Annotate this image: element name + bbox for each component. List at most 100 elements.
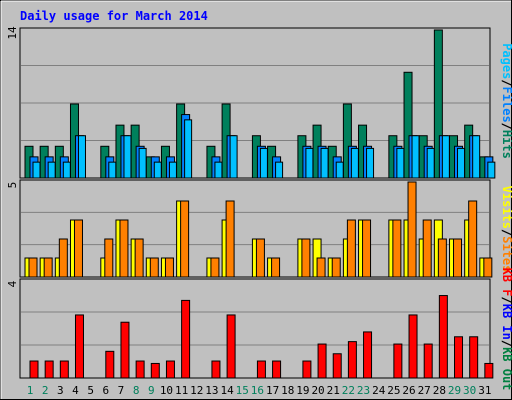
x-tick-label-day-29: 29 bbox=[448, 384, 461, 397]
bar-pages-day-11 bbox=[184, 119, 193, 179]
panel-kbytes-bars bbox=[29, 295, 494, 379]
bar-pages-day-14 bbox=[229, 135, 238, 179]
chart-title: Daily usage for March 2014 bbox=[20, 9, 208, 23]
bar-sites-day-9 bbox=[149, 257, 159, 278]
legend-sep-0: / bbox=[500, 79, 512, 86]
x-tick-label-day-2: 2 bbox=[42, 384, 49, 397]
x-tick-label-day-23: 23 bbox=[357, 384, 370, 397]
bar-sites-day-27 bbox=[422, 219, 432, 278]
bar-pages-day-17 bbox=[275, 161, 284, 179]
bar-kb-f-day-27 bbox=[423, 343, 433, 379]
bar-kb-f-day-9 bbox=[150, 362, 160, 379]
legend-sep-2: / bbox=[500, 229, 512, 236]
panel-visits-bars bbox=[24, 181, 493, 278]
x-tick-label-day-5: 5 bbox=[87, 384, 94, 397]
bar-pages-day-21 bbox=[335, 161, 344, 179]
bar-kb-f-day-23 bbox=[363, 331, 373, 379]
legend-kb-f: KB F bbox=[500, 268, 512, 297]
bar-sites-day-11 bbox=[180, 200, 190, 278]
bar-kb-f-day-25 bbox=[393, 343, 403, 379]
bar-pages-day-29 bbox=[457, 147, 466, 179]
bar-pages-day-23 bbox=[366, 147, 375, 179]
bar-sites-day-2 bbox=[43, 257, 53, 278]
bar-kb-f-day-7 bbox=[120, 321, 130, 379]
panel-visits-sites: 5 Visits/Sites bbox=[6, 179, 512, 278]
legend-kbytes: KB F/KB In/KB Out bbox=[500, 268, 512, 391]
x-tick-label-day-10: 10 bbox=[160, 384, 173, 397]
bar-sites-day-3 bbox=[58, 238, 68, 278]
bar-sites-day-21 bbox=[331, 257, 341, 278]
bar-kb-f-day-21 bbox=[332, 353, 342, 379]
bar-pages-day-28 bbox=[441, 135, 450, 179]
bar-sites-day-17 bbox=[271, 257, 281, 278]
bar-pages-day-2 bbox=[47, 161, 56, 179]
bar-sites-day-10 bbox=[164, 257, 174, 278]
bar-kb-f-day-22 bbox=[347, 341, 357, 379]
bar-kb-f-day-30 bbox=[469, 336, 479, 379]
x-tick-label-day-7: 7 bbox=[118, 384, 125, 397]
panel-kbytes-frame bbox=[19, 278, 491, 379]
bar-sites-day-6 bbox=[104, 238, 114, 278]
legend-sites: Sites bbox=[500, 236, 512, 272]
bar-pages-day-8 bbox=[138, 147, 147, 179]
bar-kb-f-day-10 bbox=[165, 360, 175, 379]
bar-sites-day-22 bbox=[346, 219, 356, 278]
legend-hits: Hits bbox=[500, 130, 512, 159]
x-tick-label-day-31: 31 bbox=[478, 384, 491, 397]
bar-kb-f-day-31 bbox=[484, 362, 494, 379]
bar-sites-day-4 bbox=[73, 219, 83, 278]
panel-hits-bars bbox=[24, 29, 496, 179]
x-tick-label-day-6: 6 bbox=[102, 384, 109, 397]
bar-kb-f-day-3 bbox=[59, 360, 69, 379]
bar-kb-f-day-14 bbox=[226, 314, 236, 379]
legend-visits: Visits bbox=[500, 186, 512, 229]
x-tick-label-day-24: 24 bbox=[372, 384, 386, 397]
bar-kb-f-day-11 bbox=[181, 299, 191, 379]
bar-pages-day-27 bbox=[426, 147, 435, 179]
x-tick-label-day-19: 19 bbox=[296, 384, 309, 397]
panel-hits-files-pages: 14 Pages/Files/Hits bbox=[6, 26, 512, 179]
bar-hits-day-22 bbox=[342, 103, 352, 179]
bar-kb-f-day-16 bbox=[256, 360, 266, 379]
bar-kb-f-day-13 bbox=[211, 360, 221, 379]
bar-kb-f-day-17 bbox=[272, 360, 282, 379]
bar-sites-day-13 bbox=[210, 257, 220, 278]
legend-kb-out: KB Out bbox=[500, 347, 512, 390]
x-tick-label-day-9: 9 bbox=[148, 384, 155, 397]
bar-kb-f-day-6 bbox=[105, 350, 115, 379]
legend-sep-1: / bbox=[500, 123, 512, 130]
bar-pages-day-10 bbox=[168, 161, 177, 179]
bar-kb-f-day-2 bbox=[44, 360, 54, 379]
x-tick-label-day-20: 20 bbox=[311, 384, 324, 397]
x-tick-label-day-17: 17 bbox=[266, 384, 279, 397]
axis-max-hits: 14 bbox=[6, 26, 19, 40]
bar-sites-day-8 bbox=[134, 238, 144, 278]
bar-sites-day-7 bbox=[119, 219, 129, 278]
bar-sites-day-25 bbox=[392, 219, 402, 278]
bar-kb-f-day-4 bbox=[74, 314, 84, 379]
legend-sep-4: / bbox=[500, 340, 512, 347]
bar-kb-f-day-29 bbox=[454, 336, 464, 379]
bar-kb-f-day-26 bbox=[408, 314, 418, 379]
bar-hits-day-28 bbox=[433, 29, 443, 179]
x-tick-label-day-30: 30 bbox=[463, 384, 476, 397]
bar-kb-f-day-28 bbox=[438, 295, 448, 379]
legend-pages: Pages bbox=[500, 43, 512, 79]
x-tick-label-day-26: 26 bbox=[402, 384, 415, 397]
bar-sites-day-14 bbox=[225, 200, 235, 278]
bar-pages-day-6 bbox=[108, 161, 117, 179]
bar-sites-day-20 bbox=[316, 257, 326, 278]
axis-max-visits: 5 bbox=[6, 182, 19, 189]
bar-pages-day-26 bbox=[411, 135, 420, 179]
bar-sites-day-31 bbox=[483, 257, 493, 278]
bar-pages-day-13 bbox=[214, 161, 223, 179]
bar-kb-f-day-20 bbox=[317, 343, 327, 379]
x-tick-label-day-12: 12 bbox=[190, 384, 203, 397]
panel-kbytes: 4 KB F/KB In/KB Out bbox=[6, 268, 512, 391]
x-tick-label-day-4: 4 bbox=[72, 384, 79, 397]
bar-pages-day-19 bbox=[305, 147, 314, 179]
x-tick-label-day-21: 21 bbox=[327, 384, 340, 397]
bar-sites-day-19 bbox=[301, 238, 311, 278]
bar-kb-f-day-8 bbox=[135, 360, 145, 379]
legend-sep-3: / bbox=[500, 296, 512, 303]
